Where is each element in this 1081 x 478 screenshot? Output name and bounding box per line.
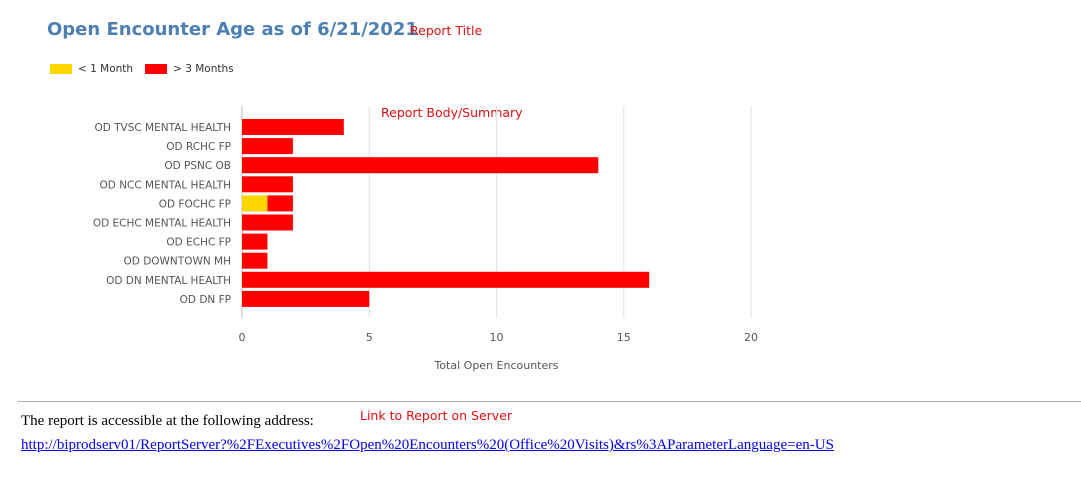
category-label: OD DOWNTOWN MH [124,256,231,268]
bar [242,271,650,288]
category-label: OD ECHC MENTAL HEALTH [93,218,231,230]
legend-swatch-over-3-months [145,64,168,74]
legend-label-under-1-month: < 1 Month [78,63,134,75]
report-body-annotation: Report Body/Summary [381,105,523,120]
bar [242,157,599,174]
report-title-annotation: Report Title [410,23,483,38]
chart-legend: < 1 Month > 3 Months [50,63,246,75]
legend-item-over-3-months: > 3 Months [145,63,234,75]
legend-swatch-under-1-month [50,64,72,74]
report-link[interactable]: http://biprodserv01/ReportServer?%2FExec… [21,437,834,453]
legend-item-under-1-month: < 1 Month [50,63,133,75]
category-label: OD PSNC OB [164,160,231,172]
bar [242,290,370,307]
bar [242,138,293,155]
category-label: OD TVSC MENTAL HEALTH [94,122,231,134]
category-label: OD NCC MENTAL HEALTH [100,179,232,191]
x-tick-label: 5 [366,331,373,344]
x-tick-label: 15 [617,331,631,344]
category-label: OD ECHC FP [166,237,231,249]
report-title: Open Encounter Age as of 6/21/2021 [47,19,418,40]
bar [242,252,268,269]
bar [242,233,268,250]
bar [242,195,268,212]
x-tick-label: 20 [744,331,758,344]
bar [242,214,293,231]
bar [242,119,344,135]
category-label: OD RCHC FP [166,141,231,153]
category-label: OD FOCHC FP [159,198,231,210]
bar [267,195,293,212]
x-tick-label: 10 [490,331,504,344]
link-annotation: Link to Report on Server [360,408,513,423]
legend-label-over-3-months: > 3 Months [173,63,234,75]
bar-chart: 0 5 10 15 20 OD TVSC MENTAL HEALTH OD RCHC FP O… [93,106,758,372]
x-tick-label: 0 [239,331,246,344]
bar [242,176,293,193]
divider [18,401,1081,402]
category-label: OD DN FP [180,294,231,306]
x-axis-title: Total Open Encounters [433,359,558,372]
footer-text: The report is accessible at the followin… [21,413,314,429]
category-label: OD DN MENTAL HEALTH [106,275,231,287]
